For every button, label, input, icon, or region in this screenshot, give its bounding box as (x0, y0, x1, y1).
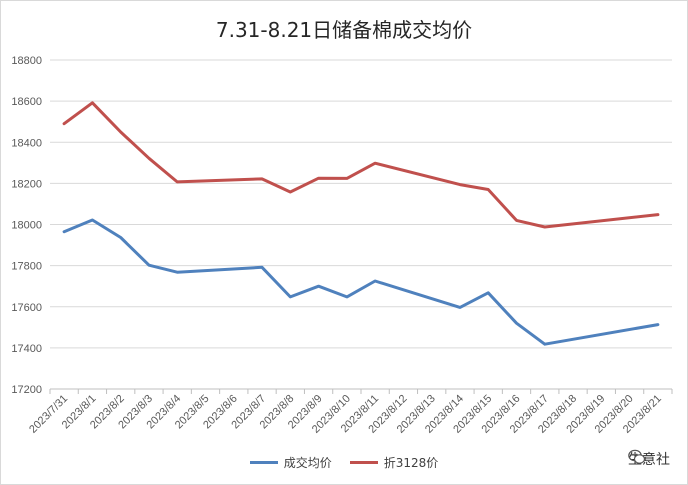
legend-swatch (349, 461, 378, 464)
legend-label: 成交均价 (283, 456, 332, 470)
series-line (62, 218, 660, 346)
legend-label: 折3128价 (383, 456, 439, 470)
legend-swatch (249, 461, 278, 464)
y-tick-label: 18200 (11, 178, 42, 190)
chart-title: 7.31-8.21日储备棉成交均价 (215, 18, 473, 42)
y-tick-label: 17400 (11, 343, 42, 355)
chart-legend: 成交均价 折3128价 (0, 454, 688, 471)
wechat-icon (628, 449, 646, 464)
y-tick-label: 17600 (11, 302, 42, 314)
y-tick-label: 17200 (11, 384, 42, 396)
y-tick-label: 18000 (11, 220, 42, 232)
legend-item: 成交均价 (249, 454, 332, 471)
watermark: 生意社 (628, 449, 670, 469)
x-tick-label: 2023/7/31 (27, 393, 70, 436)
legend-item: 折3128价 (349, 454, 439, 471)
series-line (62, 101, 660, 229)
y-tick-label: 17800 (11, 261, 42, 273)
y-tick-label: 18400 (11, 137, 42, 149)
y-tick-label: 18800 (11, 55, 42, 67)
y-tick-label: 18600 (11, 96, 42, 108)
